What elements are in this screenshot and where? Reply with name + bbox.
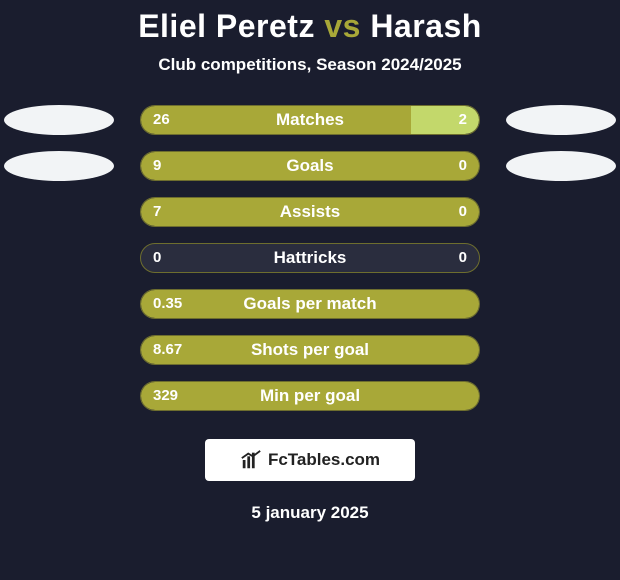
stat-value-right: 0 — [459, 244, 467, 272]
stat-row: Hattricks0 0 — [0, 243, 620, 273]
player2-club-oval — [506, 151, 616, 181]
player1-club-oval — [4, 151, 114, 181]
stat-label: Shots per goal — [141, 336, 479, 364]
stat-label: Min per goal — [141, 382, 479, 410]
vs-label: vs — [324, 8, 361, 44]
player2-name: Harash — [370, 8, 482, 44]
stat-value-left: 26 — [153, 106, 170, 134]
stat-bar-track: Goals9 0 — [140, 151, 480, 181]
subtitle: Club competitions, Season 2024/2025 — [0, 55, 620, 75]
stat-bar-track: Min per goal329 — [140, 381, 480, 411]
stat-label: Hattricks — [141, 244, 479, 272]
comparison-title: Eliel Peretz vs Harash — [0, 0, 620, 45]
stat-value-left: 0 — [153, 244, 161, 272]
stat-row: Goals9 0 — [0, 151, 620, 181]
stat-value-left: 329 — [153, 382, 178, 410]
player2-club-oval — [506, 105, 616, 135]
stat-bar-track: Hattricks0 0 — [140, 243, 480, 273]
stat-row: Matches26 2 — [0, 105, 620, 135]
player1-club-oval — [4, 105, 114, 135]
stat-bar-track: Goals per match0.35 — [140, 289, 480, 319]
stat-rows-container: Matches262Goals90Assists70Hattricks00Goa… — [0, 105, 620, 411]
stat-label: Assists — [141, 198, 479, 226]
stat-label: Goals per match — [141, 290, 479, 318]
stat-row: Assists7 0 — [0, 197, 620, 227]
stat-value-left: 9 — [153, 152, 161, 180]
stat-bar-track: Shots per goal8.67 — [140, 335, 480, 365]
footer-date: 5 january 2025 — [0, 503, 620, 523]
stat-value-right: 0 — [459, 198, 467, 226]
stat-value-right: 2 — [459, 106, 467, 134]
stat-row: Min per goal329 — [0, 381, 620, 411]
stat-value-left: 8.67 — [153, 336, 182, 364]
brand-badge: FcTables.com — [205, 439, 415, 481]
chart-icon — [240, 449, 262, 471]
stat-value-left: 7 — [153, 198, 161, 226]
stat-value-left: 0.35 — [153, 290, 182, 318]
stat-row: Goals per match0.35 — [0, 289, 620, 319]
stat-row: Shots per goal8.67 — [0, 335, 620, 365]
brand-text: FcTables.com — [268, 450, 380, 470]
player1-name: Eliel Peretz — [138, 8, 315, 44]
stat-bar-track: Assists7 0 — [140, 197, 480, 227]
stat-label: Matches — [141, 106, 479, 134]
stat-label: Goals — [141, 152, 479, 180]
stat-bar-track: Matches26 2 — [140, 105, 480, 135]
stat-value-right: 0 — [459, 152, 467, 180]
